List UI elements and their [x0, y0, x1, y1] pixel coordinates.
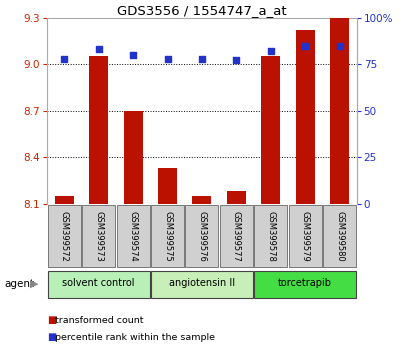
Bar [322, 205, 355, 267]
Bar [116, 205, 149, 267]
Text: percentile rank within the sample: percentile rank within the sample [55, 332, 215, 342]
Bar [185, 205, 218, 267]
Point [130, 52, 136, 58]
Text: GSM399576: GSM399576 [197, 211, 206, 262]
Point [164, 56, 171, 61]
Point [61, 56, 67, 61]
Text: GSM399575: GSM399575 [163, 211, 172, 262]
Bar [158, 168, 177, 204]
Bar [89, 56, 108, 204]
Bar [219, 205, 252, 267]
Text: GSM399577: GSM399577 [231, 211, 240, 262]
Point [301, 43, 308, 48]
Text: GSM399578: GSM399578 [265, 211, 274, 262]
Bar [254, 270, 355, 298]
Text: GSM399580: GSM399580 [334, 211, 343, 262]
Text: GSM399572: GSM399572 [60, 211, 69, 262]
Bar [295, 30, 314, 204]
Point [335, 43, 342, 48]
Bar [226, 191, 245, 204]
Text: solvent control: solvent control [62, 279, 135, 289]
Bar [55, 196, 74, 204]
Text: torcetrapib: torcetrapib [277, 279, 331, 289]
Bar [254, 205, 287, 267]
Text: transformed count: transformed count [55, 316, 144, 325]
Title: GDS3556 / 1554747_a_at: GDS3556 / 1554747_a_at [117, 4, 286, 17]
Bar [124, 111, 142, 204]
Bar [329, 18, 348, 204]
Text: GSM399574: GSM399574 [128, 211, 137, 262]
Text: ▶: ▶ [29, 279, 38, 289]
Bar [151, 270, 252, 298]
Point [232, 58, 239, 63]
Text: GSM399579: GSM399579 [300, 211, 309, 262]
Bar [288, 205, 321, 267]
Bar [48, 205, 81, 267]
Text: agent: agent [4, 279, 34, 289]
Bar [192, 196, 211, 204]
Point [267, 48, 273, 54]
Text: ■: ■ [47, 332, 56, 342]
Bar [151, 205, 184, 267]
Bar [82, 205, 115, 267]
Bar [261, 56, 279, 204]
Point [95, 46, 102, 52]
Text: GSM399573: GSM399573 [94, 211, 103, 262]
Point [198, 56, 204, 61]
Text: ■: ■ [47, 315, 56, 325]
Bar [48, 270, 149, 298]
Text: angiotensin II: angiotensin II [169, 279, 234, 289]
